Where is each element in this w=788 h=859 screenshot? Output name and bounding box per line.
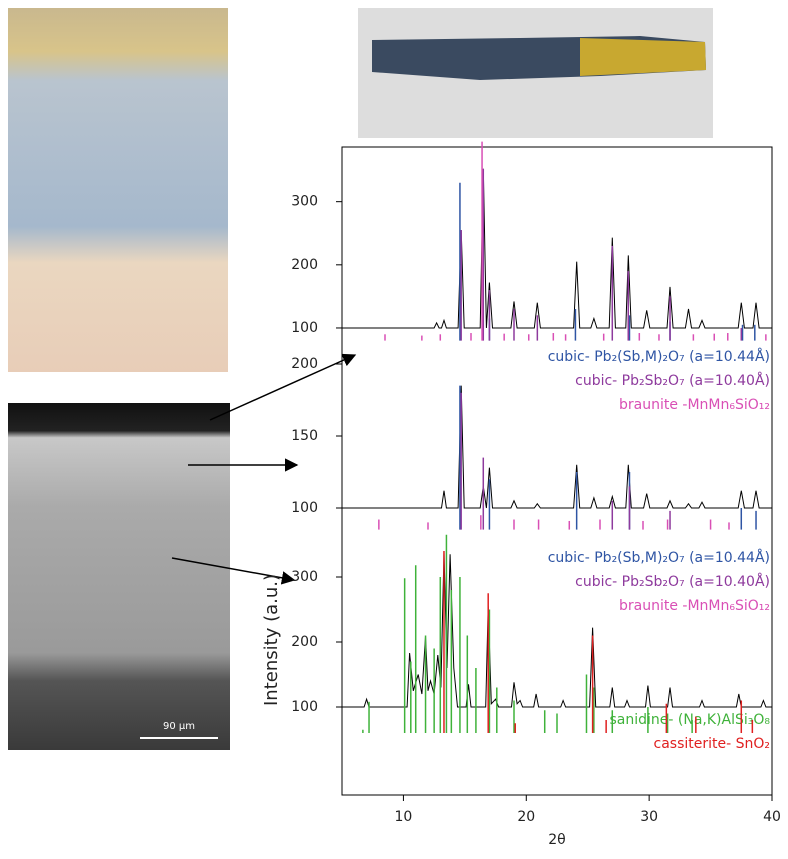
y-axis-label: Intensity (a.u.)	[261, 574, 282, 706]
plot-frame	[342, 147, 772, 795]
scale-bar-label: 90 µm	[163, 721, 195, 732]
y-tick-label: 200	[291, 634, 318, 650]
y-tick-label: 200	[291, 257, 318, 273]
arrow	[210, 355, 355, 420]
plot: 10 20 30 40 2θ Intensity (a.u.) 100 200 300 cubic…	[261, 142, 781, 848]
legend-entry: cubic- Pb₂Sb₂O₇ (a=10.40Å)	[575, 372, 770, 389]
y-tick-label: 100	[291, 320, 318, 336]
y-tick-label: 100	[291, 500, 318, 516]
y-tick-label: 200	[291, 356, 318, 372]
legend-entry: cassiterite- SnO₂	[654, 736, 771, 752]
x-axis-label: 2θ	[548, 832, 565, 848]
legend-entry: cubic- Pb₂(Sb,M)₂O₇ (a=10.44Å)	[548, 348, 770, 365]
y-tick-label: 300	[291, 194, 318, 210]
figure: 90 µm 10 20 30 40 2θ Intensity (a.u.) 100 200 30…	[0, 0, 788, 855]
y-tick-label: 150	[291, 428, 318, 444]
y-tick-label: 100	[291, 699, 318, 715]
legend-entry: cubic- Pb₂(Sb,M)₂O₇ (a=10.44Å)	[548, 549, 770, 566]
x-tick-label: 30	[640, 809, 658, 825]
legend-entry: braunite -MnMn₆SiO₁₂	[619, 397, 770, 413]
pattern-line	[342, 169, 772, 328]
sample-bar-gold	[580, 38, 706, 76]
legend-entry: cubic- Pb₂Sb₂O₇ (a=10.40Å)	[575, 573, 770, 590]
photo-cross-section	[8, 8, 228, 372]
sem-image	[8, 403, 230, 750]
x-tick-label: 20	[517, 809, 535, 825]
y-tick-label: 300	[291, 569, 318, 585]
x-tick-label: 10	[395, 809, 413, 825]
x-tick-label: 40	[763, 809, 781, 825]
legend-entry: braunite -MnMn₆SiO₁₂	[619, 598, 770, 614]
legend-entry: sanidine- (Na,K)AlSi₃O₈	[610, 712, 771, 728]
